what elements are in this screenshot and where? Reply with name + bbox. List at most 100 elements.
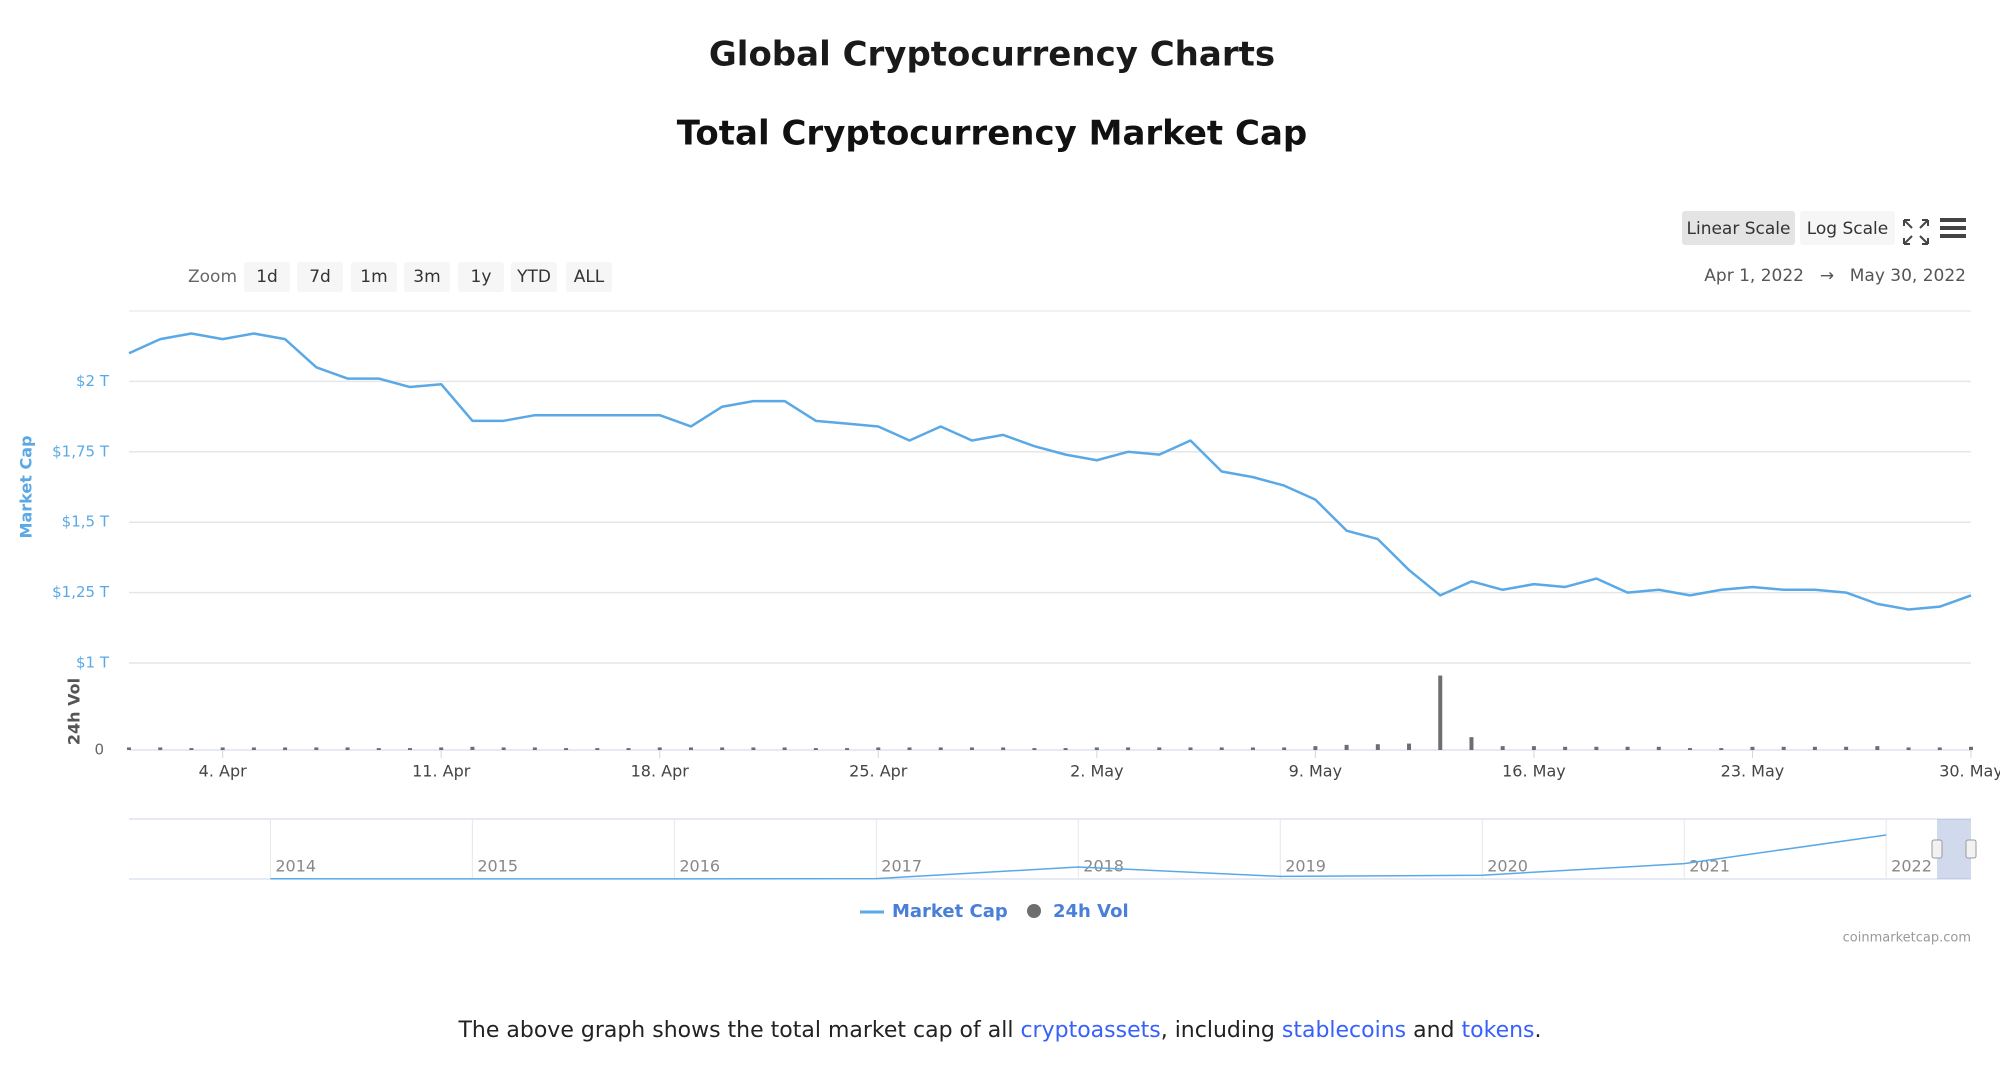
scale-button[interactable] (1800, 211, 1895, 245)
volume-bar (751, 747, 756, 750)
fullscreen-icon[interactable] (1903, 219, 1929, 245)
y-tick-label: $1,25 T (52, 583, 110, 601)
volume-bar (283, 747, 288, 750)
x-tick-label: 9. May (1289, 762, 1342, 781)
volume-bar (1688, 748, 1693, 750)
volume-bar (1563, 746, 1568, 750)
volume-bar (1719, 748, 1724, 750)
volume-bar (1407, 743, 1412, 750)
volume-bar (501, 747, 506, 750)
volume-bar (1937, 747, 1942, 750)
x-tick-label: 11. Apr (412, 762, 471, 781)
footer-link[interactable]: cryptoassets (1020, 1018, 1161, 1043)
zoom-button[interactable] (244, 262, 290, 292)
y2-tick-label: 0 (94, 741, 104, 759)
x-tick-label: 25. Apr (849, 762, 908, 781)
volume-bar (251, 747, 256, 750)
navigator-tick-label: 2022 (1891, 857, 1932, 876)
zoom-button-label: 3m (413, 267, 440, 287)
zoom-button-label: 1d (256, 267, 278, 287)
volume-bar (407, 748, 412, 750)
x-tick-label: 18. Apr (631, 762, 690, 781)
zoom-button-label: ALL (574, 267, 605, 287)
x-tick-label: 30. May (1939, 762, 2000, 781)
zoom-button[interactable] (351, 262, 397, 292)
navigator-handle[interactable] (1965, 839, 1977, 859)
menu-icon[interactable] (1940, 218, 1966, 238)
date-to: May 30, 2022 (1850, 266, 1966, 286)
volume-bar (626, 748, 631, 750)
y-tick-label: $1 T (76, 654, 110, 672)
zoom-button-label: 1m (360, 267, 387, 287)
volume-bar (1126, 747, 1131, 750)
volume-bar (564, 748, 569, 750)
volume-bar (938, 747, 943, 750)
volume-bar (1844, 746, 1849, 750)
market-cap-line (128, 332, 1972, 611)
volume-bar (345, 747, 350, 750)
volume-bar (158, 747, 163, 750)
navigator-tick-label: 2019 (1285, 857, 1326, 876)
zoom-button[interactable] (566, 262, 612, 292)
volume-bar (720, 747, 725, 750)
zoom-button-label: 1y (471, 267, 492, 287)
page-title: Global Cryptocurrency Charts (709, 35, 1275, 75)
legend-label[interactable]: 24h Vol (1053, 901, 1129, 922)
volume-bar (189, 748, 194, 750)
navigator-tick-label: 2015 (477, 857, 518, 876)
volume-bar (1469, 737, 1474, 750)
volume-bar (1032, 748, 1037, 750)
footer-text: and (1406, 1018, 1462, 1043)
zoom-label: Zoom (188, 267, 237, 287)
volume-bar (595, 748, 600, 750)
volume-bar (1063, 748, 1068, 750)
x-tick-label: 2. May (1070, 762, 1123, 781)
footer-text: . (1534, 1018, 1542, 1043)
navigator-tick-label: 2020 (1487, 857, 1528, 876)
volume-bar (1969, 746, 1973, 750)
y-tick-label: $1,5 T (62, 513, 110, 531)
volume-bar (1344, 744, 1349, 750)
footer-text: , including (1160, 1018, 1282, 1043)
volume-bar (1438, 675, 1443, 750)
scale-button[interactable] (1682, 211, 1795, 245)
zoom-button[interactable] (511, 262, 557, 292)
volume-bar (1875, 746, 1880, 750)
volume-bar (1313, 746, 1318, 750)
navigator-tick-label: 2016 (679, 857, 720, 876)
y-tick-label: $2 T (76, 372, 110, 390)
volume-bar (532, 747, 537, 750)
zoom-button[interactable] (297, 262, 343, 292)
volume-bar (1500, 746, 1505, 750)
volume-bar (657, 747, 662, 750)
volume-bar (1750, 746, 1755, 750)
date-from: Apr 1, 2022 (1704, 266, 1804, 286)
chart: Global Cryptocurrency Charts Total Crypt… (17, 35, 2000, 946)
volume-bar (1094, 747, 1099, 750)
footer-link[interactable]: stablecoins (1281, 1018, 1407, 1043)
navigator-handle[interactable] (1931, 839, 1943, 859)
volume-bar (876, 747, 881, 750)
navigator-selection[interactable] (1937, 819, 1971, 879)
volume-bar (969, 747, 974, 750)
zoom-button-label: 7d (309, 267, 331, 287)
volume-bar (1188, 747, 1193, 750)
x-tick-label: 16. May (1502, 762, 1566, 781)
credit: coinmarketcap.com (1843, 931, 1971, 946)
volume-bar (1531, 746, 1536, 750)
footer: The above graph shows the total market c… (0, 1018, 2000, 1043)
x-tick-label: 4. Apr (199, 762, 247, 781)
zoom-button[interactable] (404, 262, 450, 292)
volume-bar (1219, 747, 1224, 750)
volume-bar (1906, 747, 1911, 750)
y-axis-title: Market Cap (17, 436, 36, 539)
zoom-button[interactable] (458, 262, 504, 292)
volume-bar (1781, 746, 1786, 750)
navigator-tick-label: 2018 (1083, 857, 1124, 876)
footer-link[interactable]: tokens (1461, 1018, 1535, 1043)
volume-bar (1250, 747, 1255, 750)
footer-text: The above graph shows the total market c… (458, 1018, 1021, 1043)
scale-button-label: Linear Scale (1687, 219, 1791, 239)
legend-label[interactable]: Market Cap (892, 901, 1008, 922)
